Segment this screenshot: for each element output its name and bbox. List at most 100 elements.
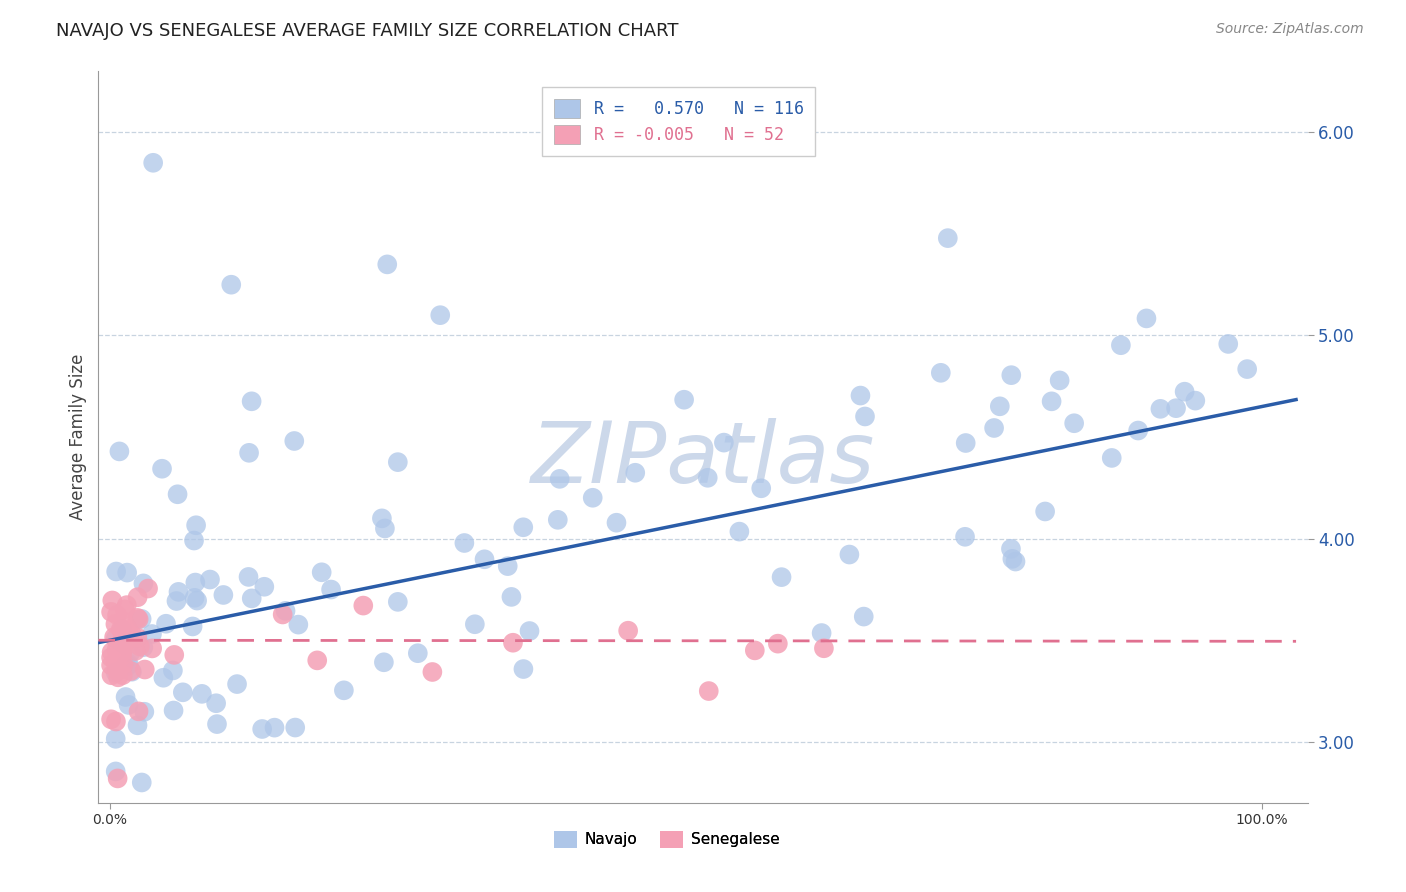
Point <box>132 640 155 655</box>
Point <box>274 604 297 618</box>
Point <box>111 623 134 637</box>
Point <box>105 642 128 657</box>
Point <box>271 607 294 622</box>
Point <box>183 533 205 548</box>
Point <box>617 624 640 638</box>
Point <box>929 366 952 380</box>
Point <box>1004 555 1026 569</box>
Point <box>582 491 605 505</box>
Point <box>115 598 138 612</box>
Point <box>547 513 569 527</box>
Point <box>142 155 165 169</box>
Point <box>387 455 409 469</box>
Point <box>673 392 696 407</box>
Point <box>107 670 129 684</box>
Point <box>184 575 207 590</box>
Point <box>100 712 122 726</box>
Point <box>183 591 205 605</box>
Point <box>1236 362 1258 376</box>
Point <box>422 665 444 679</box>
Text: NAVAJO VS SENEGALESE AVERAGE FAMILY SIZE CORRELATION CHART: NAVAJO VS SENEGALESE AVERAGE FAMILY SIZE… <box>56 22 679 40</box>
Point <box>1101 450 1123 465</box>
Point <box>502 636 524 650</box>
Point <box>464 617 486 632</box>
Point <box>112 637 135 651</box>
Point <box>110 623 132 637</box>
Point <box>374 521 396 535</box>
Point <box>253 580 276 594</box>
Point <box>852 609 875 624</box>
Point <box>953 530 976 544</box>
Point <box>838 548 860 562</box>
Point <box>373 655 395 669</box>
Point <box>100 645 122 659</box>
Point <box>131 775 153 789</box>
Point <box>371 511 394 525</box>
Point <box>1174 384 1197 399</box>
Point <box>406 646 429 660</box>
Point <box>104 632 127 646</box>
Point <box>238 570 260 584</box>
Point <box>150 461 173 475</box>
Point <box>205 717 228 731</box>
Point <box>988 400 1011 414</box>
Point <box>713 435 735 450</box>
Point <box>474 552 496 566</box>
Point <box>134 663 156 677</box>
Point <box>121 628 143 642</box>
Point <box>166 594 188 608</box>
Point <box>519 624 541 638</box>
Point <box>163 648 186 662</box>
Point <box>1000 368 1022 383</box>
Point <box>198 573 221 587</box>
Point <box>453 536 475 550</box>
Point <box>1135 311 1157 326</box>
Point <box>114 634 136 648</box>
Point <box>104 714 127 729</box>
Point <box>114 690 136 704</box>
Point <box>117 698 139 712</box>
Point <box>512 662 534 676</box>
Point <box>127 611 149 625</box>
Point <box>100 658 122 673</box>
Point <box>352 599 374 613</box>
Point <box>319 582 342 597</box>
Point <box>810 626 832 640</box>
Point <box>1000 541 1022 556</box>
Point <box>100 650 122 665</box>
Point <box>307 653 329 667</box>
Point <box>1063 416 1085 430</box>
Point <box>136 582 159 596</box>
Point <box>127 718 149 732</box>
Point <box>728 524 751 539</box>
Point <box>134 705 156 719</box>
Point <box>496 559 519 574</box>
Point <box>240 394 263 409</box>
Point <box>311 566 333 580</box>
Point <box>1149 401 1171 416</box>
Point <box>1164 401 1187 416</box>
Point <box>749 481 772 495</box>
Point <box>128 705 150 719</box>
Point <box>696 471 718 485</box>
Point <box>111 668 134 682</box>
Point <box>141 641 163 656</box>
Point <box>111 632 134 646</box>
Point <box>287 617 309 632</box>
Point <box>1033 504 1056 518</box>
Point <box>120 646 142 660</box>
Point <box>155 616 177 631</box>
Point <box>191 687 214 701</box>
Point <box>118 657 141 671</box>
Point <box>112 615 135 629</box>
Point <box>162 704 184 718</box>
Point <box>1126 424 1149 438</box>
Point <box>813 641 835 656</box>
Point <box>1218 337 1240 351</box>
Point <box>697 684 720 698</box>
Point <box>548 472 571 486</box>
Point <box>127 631 149 645</box>
Point <box>1001 551 1024 566</box>
Point <box>104 731 127 746</box>
Point <box>226 677 249 691</box>
